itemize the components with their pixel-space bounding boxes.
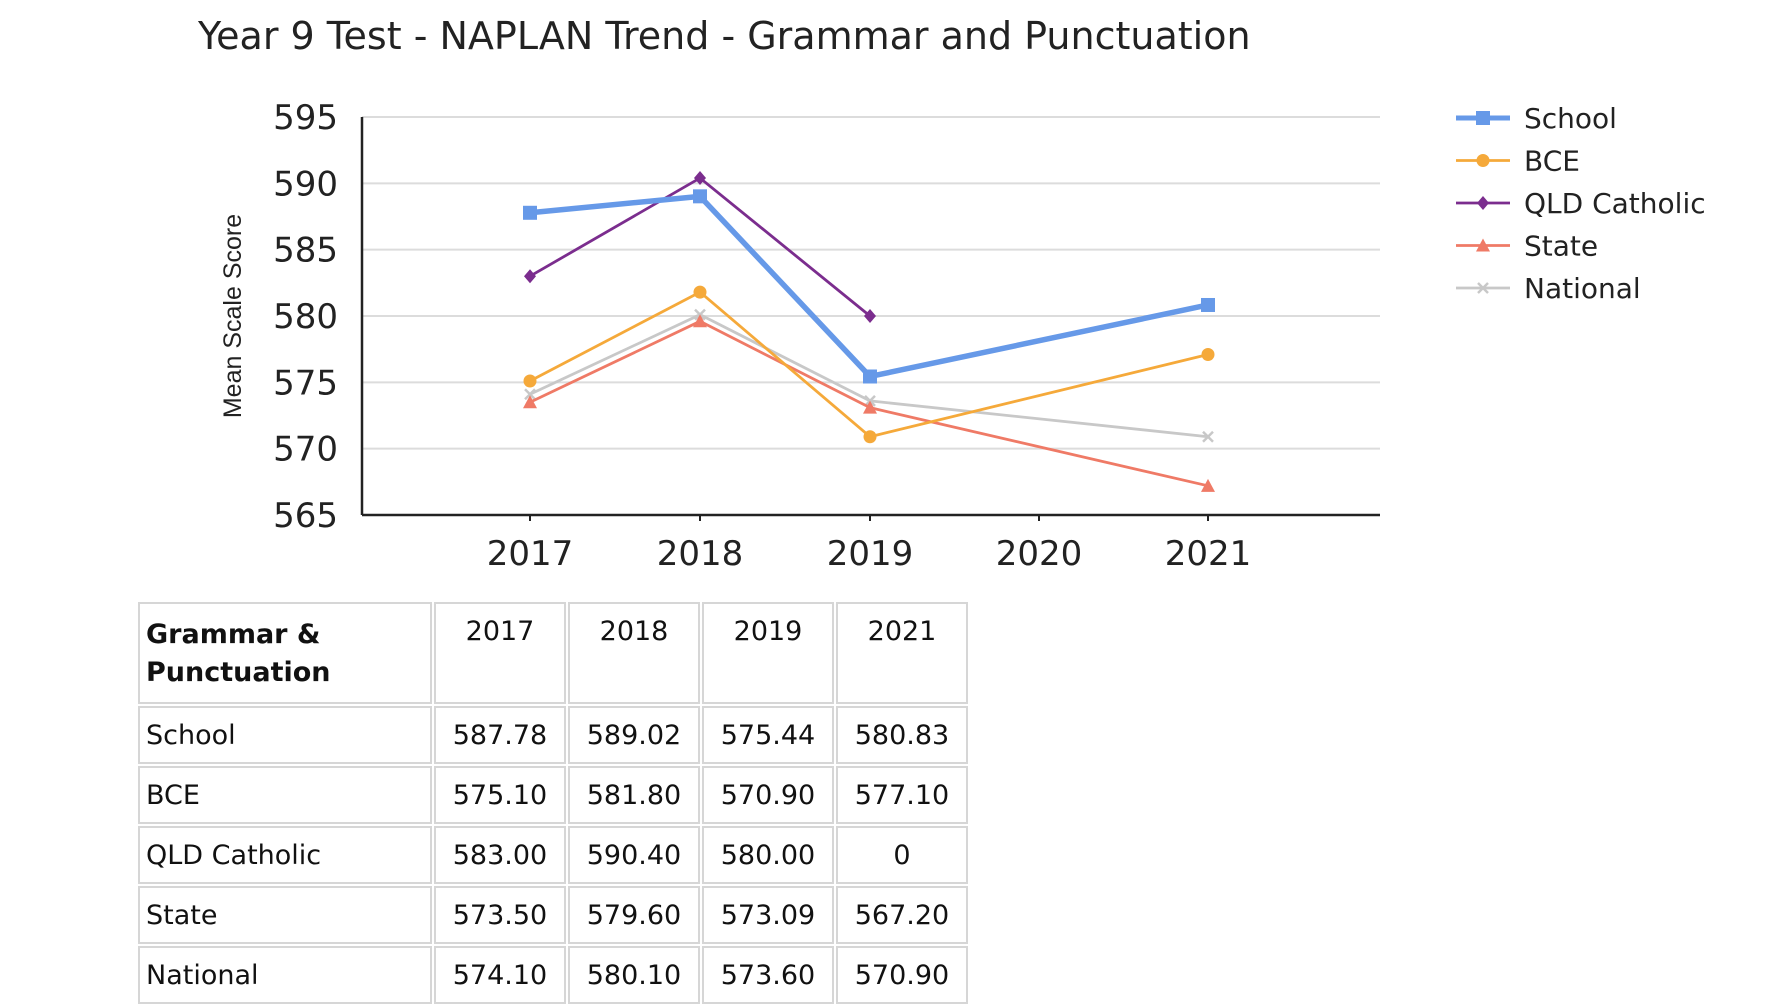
data-point [524, 388, 536, 401]
series-bce [523, 285, 1215, 444]
table-header-label: Grammar & Punctuation [138, 602, 432, 704]
series-line [529, 313, 1209, 439]
data-point [863, 400, 877, 414]
table-row: School 587.78 589.02 575.44 580.83 [138, 706, 968, 764]
series-line [529, 290, 1209, 439]
table-cell: 580.10 [568, 946, 700, 1004]
table-cell: 567.20 [836, 886, 968, 944]
table-cell: 590.40 [568, 826, 700, 884]
legend-item: State [1456, 230, 1598, 263]
table-cell: 580.00 [702, 826, 834, 884]
x-tick-label: 2020 [996, 534, 1083, 574]
legend-label: State [1524, 230, 1598, 263]
table-cell: 575.10 [434, 766, 566, 824]
table-cell: 580.83 [836, 706, 968, 764]
legend-marker [1476, 238, 1490, 252]
data-point [1201, 347, 1215, 361]
legend-marker [1476, 111, 1490, 125]
row-label: State [138, 886, 432, 944]
data-point [864, 309, 876, 323]
table-cell: 589.02 [568, 706, 700, 764]
table-row: QLD Catholic 583.00 590.40 580.00 0 [138, 826, 968, 884]
x-tick-label: 2021 [1165, 534, 1252, 574]
row-label: National [138, 946, 432, 1004]
data-point [1202, 430, 1214, 443]
legend-item: School [1456, 102, 1617, 135]
table-cell: 0 [836, 826, 968, 884]
row-label: BCE [138, 766, 432, 824]
legend-label: QLD Catholic [1524, 187, 1706, 220]
line-chart: 565 570 575 580 585 590 595 2017 2018 2019 2020 202… [219, 98, 1706, 574]
table-row: BCE 575.10 581.80 570.90 577.10 [138, 766, 968, 824]
data-point [523, 374, 537, 388]
y-axis-label: Mean Scale Score [219, 214, 247, 418]
legend-item: QLD Catholic [1456, 187, 1706, 220]
y-tick-label: 570 [273, 430, 338, 470]
header-year: 2021 [836, 602, 968, 704]
table-cell: 579.60 [568, 886, 700, 944]
row-label: School [138, 706, 432, 764]
data-point [523, 395, 537, 409]
header-label-line2: Punctuation [146, 657, 331, 688]
data-point [863, 430, 877, 444]
header-label-line1: Grammar & [146, 619, 321, 650]
x-tick-label: 2019 [827, 534, 914, 574]
series-qld-catholic [524, 171, 876, 323]
row-label: QLD Catholic [138, 826, 432, 884]
legend-marker [1477, 196, 1489, 210]
table-cell: 577.10 [836, 766, 968, 824]
y-tick-label: 565 [273, 496, 338, 536]
header-year: 2017 [434, 602, 566, 704]
legend-marker [1476, 154, 1490, 167]
legend-label: National [1524, 272, 1641, 305]
series-national [524, 308, 1214, 443]
data-point [863, 369, 877, 384]
x-tick-label: 2017 [487, 534, 574, 574]
table-row: State 573.50 579.60 573.09 567.20 [138, 886, 968, 944]
table-row: National 574.10 580.10 573.60 570.90 [138, 946, 968, 1004]
series-school [523, 189, 1215, 384]
table-header-row: Grammar & Punctuation 2017 2018 2019 202… [138, 602, 968, 704]
data-point [1201, 478, 1215, 492]
header-year: 2019 [702, 602, 834, 704]
series-line [529, 193, 1209, 380]
y-tick-label: 580 [273, 297, 338, 337]
table-cell: 573.50 [434, 886, 566, 944]
table-cell: 573.09 [702, 886, 834, 944]
data-point [693, 285, 707, 299]
legend-label: School [1524, 102, 1617, 135]
data-point [693, 314, 707, 328]
legend: School BCE QLD Catholic State National [1456, 102, 1706, 305]
header-year: 2018 [568, 602, 700, 704]
table-cell: 574.10 [434, 946, 566, 1004]
legend-marker [1477, 282, 1489, 294]
table-cell: 570.90 [836, 946, 968, 1004]
y-tick-label: 575 [273, 363, 338, 403]
data-point [524, 269, 536, 284]
table-cell: 581.80 [568, 766, 700, 824]
y-tick-label: 595 [273, 98, 338, 138]
y-tick-label: 590 [273, 164, 338, 204]
table-cell: 583.00 [434, 826, 566, 884]
x-tick-label: 2018 [657, 534, 744, 574]
series-state [523, 314, 1215, 492]
legend-item: National [1456, 272, 1641, 305]
chart-title: Year 9 Test - NAPLAN Trend - Grammar and… [198, 14, 1251, 58]
axes: 565 570 575 580 585 590 595 2017 2018 2019 2020 202… [219, 98, 1380, 574]
y-tick-label: 585 [273, 231, 338, 271]
legend-item: BCE [1456, 145, 1580, 178]
data-point [694, 171, 706, 186]
data-table: Grammar & Punctuation 2017 2018 2019 202… [136, 600, 970, 1006]
data-point [693, 189, 707, 204]
table-cell: 573.60 [702, 946, 834, 1004]
legend-label: BCE [1524, 145, 1580, 178]
data-point [1201, 297, 1215, 312]
table-cell: 587.78 [434, 706, 566, 764]
table-cell: 570.90 [702, 766, 834, 824]
table-cell: 575.44 [702, 706, 834, 764]
series-lines [523, 171, 1215, 492]
data-point [523, 205, 537, 220]
